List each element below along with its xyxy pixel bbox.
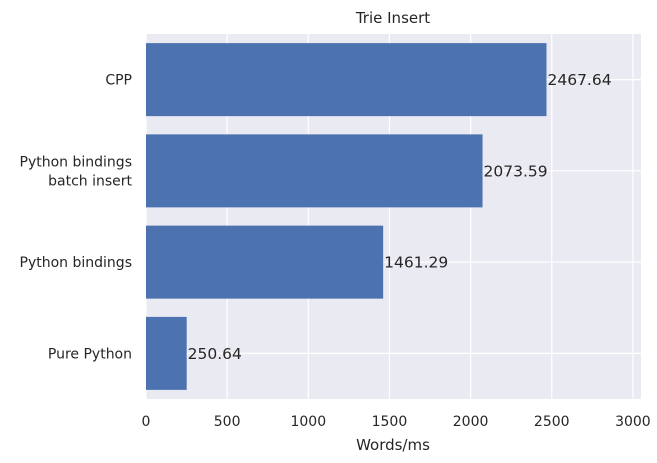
data-label: 1461.29 bbox=[384, 254, 448, 272]
y-tick-label: CPP bbox=[105, 73, 132, 89]
x-tick-label: 1500 bbox=[372, 414, 408, 430]
data-label: 250.64 bbox=[188, 345, 242, 363]
data-labels: 250.64 1461.29 2073.59 2467.64 bbox=[188, 71, 612, 363]
y-tick-label: Pure Python bbox=[48, 346, 132, 362]
y-tick-labels: Pure Python Python bindings Python binding… bbox=[20, 73, 133, 363]
y-tick-label: Python bindings bbox=[20, 255, 132, 271]
bar bbox=[146, 225, 384, 299]
y-tick-label: Python bindings batch insert bbox=[20, 154, 133, 189]
x-tick-labels: 0 500 1000 1500 2000 2500 3000 bbox=[142, 414, 651, 430]
x-tick-label: 2500 bbox=[534, 414, 570, 430]
bar bbox=[146, 43, 547, 117]
bars bbox=[146, 43, 547, 390]
bar bbox=[146, 134, 483, 208]
data-label: 2073.59 bbox=[484, 162, 548, 180]
x-tick-label: 1000 bbox=[290, 414, 326, 430]
x-tick-label: 500 bbox=[214, 414, 241, 430]
x-axis-label: Words/ms bbox=[356, 436, 430, 454]
x-tick-label: 2000 bbox=[453, 414, 489, 430]
x-tick-label: 0 bbox=[142, 414, 151, 430]
chart-title: Trie Insert bbox=[355, 9, 430, 27]
x-tick-label: 3000 bbox=[615, 414, 651, 430]
bar bbox=[146, 316, 187, 390]
data-label: 2467.64 bbox=[547, 71, 611, 89]
